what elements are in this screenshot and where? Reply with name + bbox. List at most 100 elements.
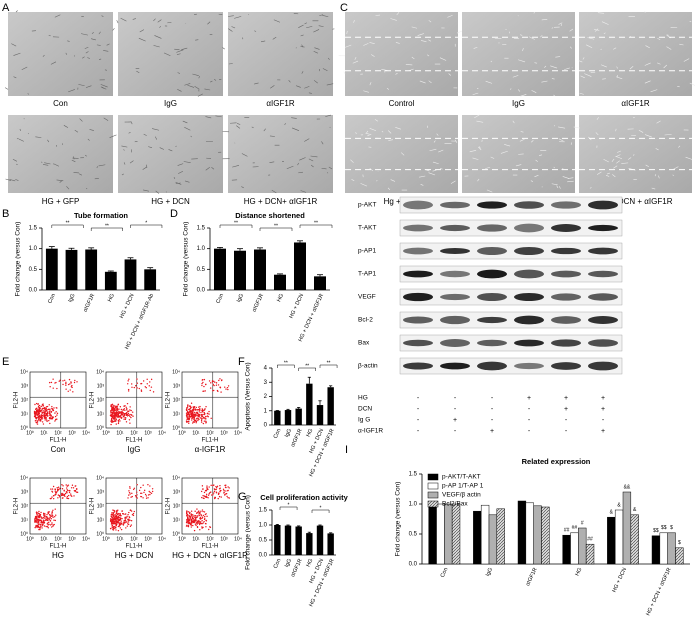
texture [254,82,259,85]
event [39,528,41,531]
event [74,379,76,382]
texture [304,22,308,25]
event [186,520,188,522]
texture [236,125,241,129]
event [43,412,46,414]
texture [562,176,570,179]
texture [428,172,436,176]
event [200,421,203,423]
significance-bracket [259,227,293,231]
event [42,521,45,524]
texture [386,87,390,90]
texture [650,89,658,93]
event [112,512,115,514]
x-tick-label: αIGF1R [525,567,539,587]
event [193,529,196,532]
texture [486,189,493,193]
texture [84,154,87,157]
event [199,528,201,531]
flow-y-tick: 10¹ [173,411,181,417]
event [49,414,51,417]
protein-label: β-actin [358,363,378,370]
significance-label: * [288,502,290,508]
texture [159,25,161,28]
texture [556,185,559,189]
event [115,511,118,513]
event [48,523,50,526]
event [217,384,220,386]
event [205,526,207,528]
event [126,521,128,523]
band [440,270,470,278]
texture [420,184,424,186]
significance-marker: ## [572,525,578,531]
event [56,387,58,390]
event [190,515,192,517]
texture [116,20,119,24]
texture [89,129,94,131]
texture [582,57,585,60]
micrograph [228,115,333,193]
significance-bracket [51,224,84,228]
band [588,270,618,278]
event [65,487,68,489]
band [440,201,470,209]
event [217,497,219,500]
texture [351,179,355,181]
texture [5,178,12,181]
significance-bracket [299,224,333,228]
event [45,519,47,521]
flow-x-tick: 10¹ [192,536,200,542]
texture [84,46,89,49]
event [190,518,192,520]
flow-x-tick: 10² [130,430,138,436]
event [200,513,202,516]
texture [15,179,19,181]
event [119,420,121,422]
texture [587,37,595,40]
event [38,528,40,531]
event [44,415,47,417]
y-tick-label: 1.0 [409,502,418,508]
event [200,510,202,513]
event [51,488,54,490]
texture [689,82,696,86]
event [115,529,117,531]
event [36,526,38,529]
event [188,520,190,523]
event [198,416,201,418]
texture [82,56,85,59]
event [119,414,122,417]
texture [269,135,275,137]
texture [683,58,690,62]
event [198,514,201,517]
band [514,201,544,209]
texture [308,158,314,162]
texture [541,18,548,21]
event [192,515,194,518]
significance-marker: & [610,510,614,516]
texture [540,35,543,38]
event [51,490,53,493]
flow-y-label: FL2-H [166,392,172,409]
event [222,488,225,491]
event [41,421,44,423]
texture [613,165,618,169]
band [551,316,581,324]
event [73,495,75,497]
flow-x-tick: 10² [54,430,62,436]
event [111,526,113,529]
event [198,510,200,512]
texture [500,150,508,154]
texture [190,135,192,138]
condition-label: α-IGF1R [358,428,383,435]
event [213,484,215,486]
texture [485,166,491,169]
event [186,524,188,527]
event [225,490,227,492]
event [194,517,197,519]
band [403,339,433,347]
event [113,418,115,420]
event [202,417,204,420]
flow-x-tick: 10¹ [116,430,124,436]
